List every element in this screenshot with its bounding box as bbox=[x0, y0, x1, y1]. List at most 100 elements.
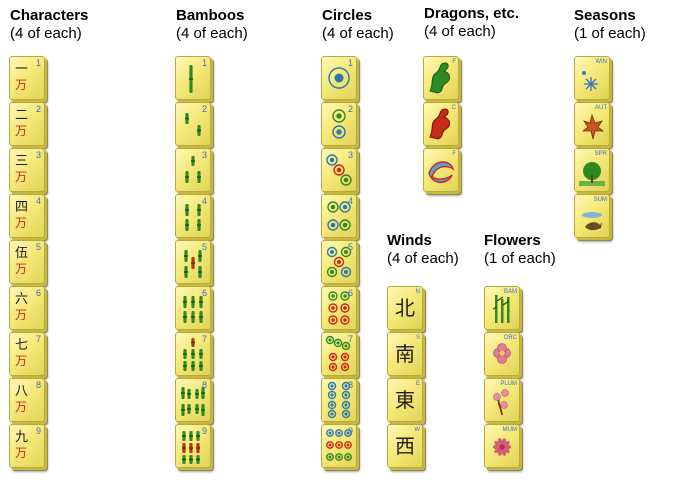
circle-dot bbox=[330, 204, 336, 210]
circle-dot bbox=[343, 365, 347, 369]
circle-ring bbox=[327, 390, 337, 400]
season-tile[interactable]: SUM bbox=[574, 194, 610, 238]
tile-number: 8 bbox=[201, 380, 207, 390]
tile-label: BAM bbox=[503, 289, 517, 295]
bamboo-tile[interactable]: 7 bbox=[175, 332, 211, 376]
circle-tile[interactable]: 5 bbox=[321, 240, 357, 284]
tile-number: 5 bbox=[201, 242, 207, 252]
flower-tile[interactable]: ORC bbox=[484, 332, 520, 376]
bamboo-tile[interactable]: 1 bbox=[175, 56, 211, 100]
circle-dot bbox=[346, 455, 350, 459]
bamboo-tile[interactable]: 6 bbox=[175, 286, 211, 330]
spring-tree-icon bbox=[583, 162, 601, 180]
flower-tile[interactable]: MUM bbox=[484, 424, 520, 468]
header-subtitle: (4 of each) bbox=[387, 250, 459, 267]
circle-tile[interactable]: 4 bbox=[321, 194, 357, 238]
tile-label: MUM bbox=[502, 427, 517, 433]
bamboo-node bbox=[198, 271, 202, 273]
tile-label: S bbox=[415, 335, 420, 341]
bamboo-node bbox=[183, 301, 187, 303]
circle-tile[interactable]: 7 bbox=[321, 332, 357, 376]
tile-number: 3 bbox=[201, 150, 207, 160]
circle-ring bbox=[341, 341, 351, 351]
circle-ring bbox=[326, 246, 338, 258]
character-glyph: 四 bbox=[15, 200, 29, 215]
tile-number: 1 bbox=[35, 58, 41, 68]
bamboo-node bbox=[187, 408, 191, 410]
season-tile[interactable]: AUT bbox=[574, 102, 610, 146]
dragons-header: Dragons, etc. (4 of each) bbox=[424, 5, 519, 41]
character-glyph: 三 bbox=[15, 154, 29, 169]
seasons-header: Seasons (1 of each) bbox=[574, 7, 646, 43]
character-glyph: 七 bbox=[15, 338, 29, 353]
circle-tile[interactable]: 3 bbox=[321, 148, 357, 192]
circle-tile[interactable]: 9 bbox=[321, 424, 357, 468]
circle-ring bbox=[326, 266, 338, 278]
circle-tile[interactable]: 1 bbox=[321, 56, 357, 100]
bamboo-node bbox=[191, 353, 195, 355]
bamboo-node bbox=[185, 209, 189, 211]
dragon-tile[interactable]: C bbox=[423, 102, 459, 146]
circle-dot bbox=[344, 384, 348, 388]
bamboo-tile[interactable]: 4 bbox=[175, 194, 211, 238]
bamboo-node bbox=[197, 224, 201, 226]
flower-tile[interactable]: BAM bbox=[484, 286, 520, 330]
circle-ring bbox=[341, 390, 351, 400]
bamboo-node bbox=[184, 255, 188, 257]
circle-tile[interactable]: 8 bbox=[321, 378, 357, 422]
season-tile[interactable]: SPR bbox=[574, 148, 610, 192]
flower-tile[interactable]: PLUM bbox=[484, 378, 520, 422]
circle-ring bbox=[339, 201, 351, 213]
circle-ring bbox=[340, 315, 350, 325]
tile-number: 1 bbox=[347, 58, 353, 68]
circle-dot bbox=[344, 393, 348, 397]
bamboo-node bbox=[187, 393, 191, 395]
circle-ring bbox=[327, 201, 339, 213]
bamboo-node bbox=[197, 209, 201, 211]
dragon-tile[interactable]: F bbox=[423, 56, 459, 100]
bamboo-tile[interactable]: 2 bbox=[175, 102, 211, 146]
tile-number: 5 bbox=[35, 242, 41, 252]
tile-label: C bbox=[451, 105, 456, 111]
wan-glyph: 万 bbox=[15, 170, 28, 184]
bamboo-tile[interactable]: 3 bbox=[175, 148, 211, 192]
bamboo-tile[interactable]: 8 bbox=[175, 378, 211, 422]
circle-tile[interactable]: 2 bbox=[321, 102, 357, 146]
season-tile[interactable]: WIN bbox=[574, 56, 610, 100]
dragon-tile[interactable]: F bbox=[423, 148, 459, 192]
bamboo-tile[interactable]: 9 bbox=[175, 424, 211, 468]
circle-ring bbox=[344, 429, 352, 437]
tile-label: PLUM bbox=[500, 381, 517, 387]
circle-ring bbox=[344, 441, 352, 449]
header-title: Characters bbox=[10, 7, 89, 24]
circle-dot bbox=[330, 393, 334, 397]
tile-number: 3 bbox=[347, 150, 353, 160]
tile-number: 9 bbox=[201, 426, 207, 436]
bamboo-node bbox=[198, 255, 202, 257]
header-subtitle: (1 of each) bbox=[484, 250, 556, 267]
circle-dot bbox=[336, 113, 342, 119]
bamboo-tile[interactable]: 5 bbox=[175, 240, 211, 284]
bamboo-node bbox=[199, 353, 203, 355]
bamboo-node bbox=[189, 435, 193, 437]
circle-tile[interactable]: 6 bbox=[321, 286, 357, 330]
circle-dot bbox=[331, 355, 335, 359]
tile-number: 2 bbox=[347, 104, 353, 114]
red-dragon-icon bbox=[429, 108, 451, 140]
circle-ring bbox=[326, 429, 334, 437]
circle-ring bbox=[341, 381, 351, 391]
bamboo-node bbox=[191, 160, 195, 162]
